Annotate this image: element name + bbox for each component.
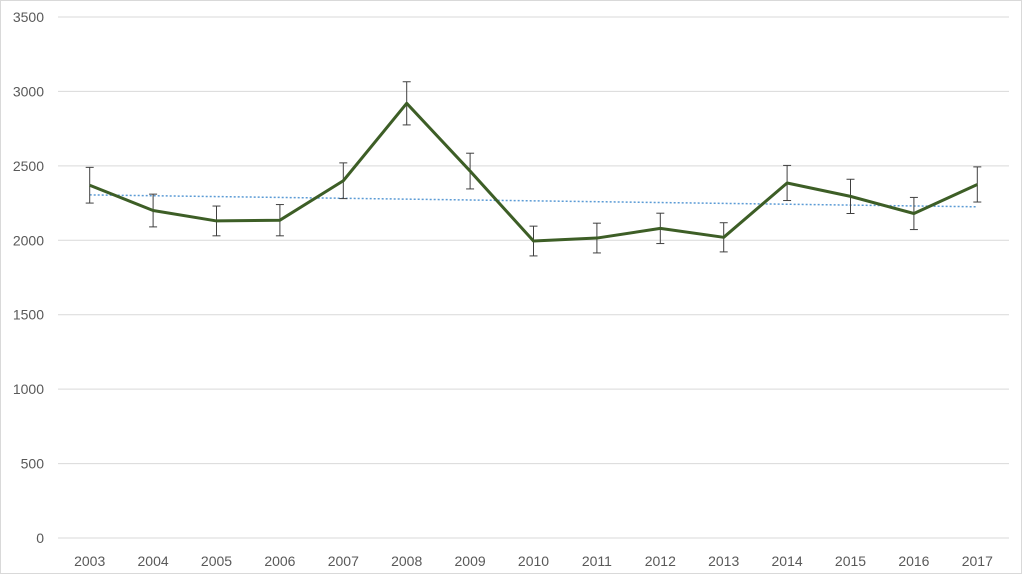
linear-trendline (89, 194, 978, 208)
y-tick-label: 3500 (13, 9, 44, 25)
x-tick-label: 2016 (898, 553, 929, 569)
error-bars (85, 81, 982, 257)
x-tick-label: 2012 (645, 553, 676, 569)
x-tick-label: 2007 (328, 553, 359, 569)
y-tick-label: 500 (21, 456, 45, 472)
y-tick-label: 1000 (13, 381, 44, 397)
x-tick-label: 2017 (962, 553, 993, 569)
x-tick-label: 2015 (835, 553, 866, 569)
y-tick-label: 0 (36, 530, 44, 546)
x-tick-label: 2003 (74, 553, 105, 569)
series-line (89, 101, 978, 243)
y-tick-label: 2000 (13, 232, 44, 248)
x-tick-label: 2008 (391, 553, 422, 569)
x-tick-label: 2011 (582, 553, 612, 569)
y-tick-label: 2500 (13, 158, 44, 174)
y-tick-label: 1500 (13, 307, 44, 323)
x-tick-label: 2005 (201, 553, 232, 569)
x-tick-label: 2013 (708, 553, 739, 569)
x-tick-label: 2004 (138, 553, 169, 569)
y-tick-label: 3000 (13, 83, 44, 99)
gridlines (58, 16, 1009, 465)
x-tick-label: 2006 (264, 553, 295, 569)
y-axis-tick-labels: 0 500 1000 1500 2000 2500 3000 3500 (13, 9, 44, 546)
x-axis-tick-labels: 2003 2004 2005 2006 2007 2008 2009 2010 2011 2012… (74, 553, 993, 569)
x-tick-label: 2010 (518, 553, 549, 569)
x-tick-label: 2009 (455, 553, 486, 569)
x-tick-label: 2014 (772, 553, 803, 569)
